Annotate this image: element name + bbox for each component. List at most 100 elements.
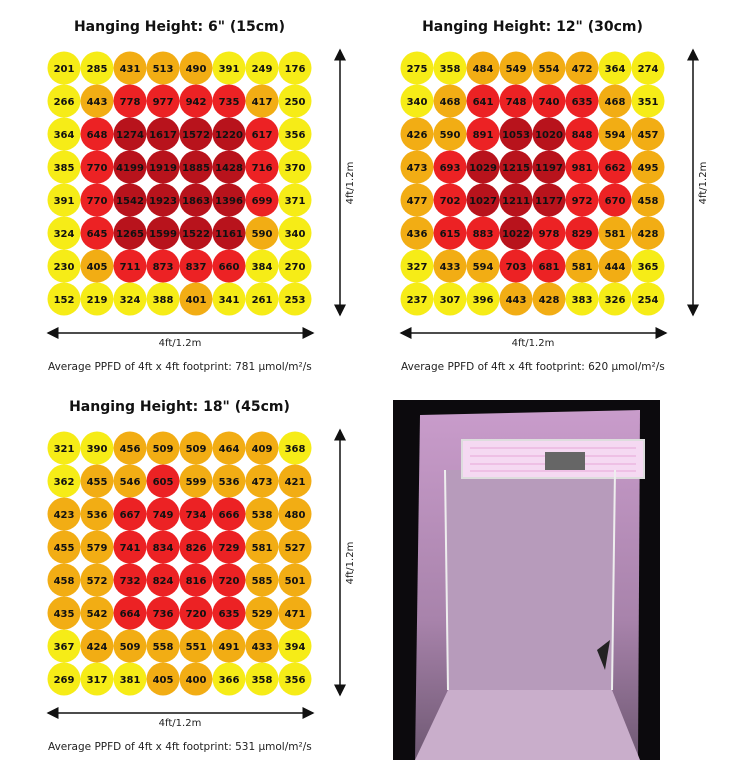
ppfd-cell (179, 117, 213, 151)
ppfd-cell (146, 216, 180, 250)
ppfd-value: 585 (252, 576, 273, 587)
ppfd-value: 421 (285, 477, 306, 488)
ppfd-value: 307 (440, 295, 461, 306)
ppfd-cell (146, 563, 180, 597)
ppfd-cell (278, 216, 312, 250)
ppfd-value: 391 (54, 196, 75, 207)
ppfd-cell (245, 183, 279, 217)
ppfd-cell (278, 497, 312, 531)
ppfd-cell (179, 497, 213, 531)
ppfd-value: 368 (285, 444, 306, 455)
ppfd-cell (179, 662, 213, 696)
ppfd-cell (631, 150, 665, 184)
ppfd-cell (400, 183, 434, 217)
ppfd-cell (47, 431, 81, 465)
ppfd-value: 549 (506, 64, 527, 75)
ppfd-cell (631, 84, 665, 118)
ppfd-cell (113, 497, 147, 531)
ppfd-cell (278, 464, 312, 498)
ppfd-value: 660 (219, 262, 240, 273)
ppfd-cell (179, 563, 213, 597)
ppfd-cell (212, 84, 246, 118)
ppfd-cell (47, 51, 81, 85)
ppfd-cell (598, 183, 632, 217)
ppfd-value: 388 (153, 295, 174, 306)
ppfd-value: 1572 (182, 130, 210, 141)
ppfd-value: 362 (54, 477, 75, 488)
ppfd-value: 1885 (182, 163, 210, 174)
ppfd-cell (212, 150, 246, 184)
ppfd-value: 542 (87, 609, 108, 620)
ppfd-value: 423 (54, 510, 75, 521)
ppfd-value: 748 (506, 97, 527, 108)
ppfd-value: 729 (219, 543, 240, 554)
ppfd-cell (47, 249, 81, 283)
ppfd-cell (146, 84, 180, 118)
ppfd-cell (47, 464, 81, 498)
ppfd-cell (80, 51, 114, 85)
ppfd-value: 390 (87, 444, 108, 455)
ppfd-cell (433, 183, 467, 217)
ppfd-value: 873 (153, 262, 174, 273)
ppfd-cell (47, 596, 81, 630)
ppfd-value: 977 (153, 97, 174, 108)
ppfd-value: 740 (539, 97, 560, 108)
ppfd-value: 703 (506, 262, 527, 273)
ppfd-value: 635 (572, 97, 593, 108)
ppfd-cell (212, 596, 246, 630)
ppfd-value: 456 (120, 444, 141, 455)
ppfd-cell (80, 629, 114, 663)
ppfd-cell (113, 431, 147, 465)
ppfd-value: 458 (638, 196, 659, 207)
ppfd-value: 351 (638, 97, 659, 108)
ppfd-cell (245, 282, 279, 316)
ppfd-value: 883 (473, 229, 494, 240)
ppfd-value: 364 (605, 64, 626, 75)
ppfd-value: 1220 (215, 130, 243, 141)
ppfd-cell (146, 51, 180, 85)
ppfd-cell (113, 464, 147, 498)
ppfd-value: 250 (285, 97, 306, 108)
ppfd-cell (146, 183, 180, 217)
ppfd-cell (245, 629, 279, 663)
ppfd-cell (598, 84, 632, 118)
grow-tent-photo (393, 400, 660, 760)
ppfd-cell (278, 249, 312, 283)
ppfd-cell (245, 662, 279, 696)
ppfd-cell (47, 563, 81, 597)
ppfd-cell (47, 662, 81, 696)
ppfd-cell (179, 530, 213, 564)
ppfd-value: 495 (638, 163, 659, 174)
ppfd-cell (80, 662, 114, 696)
ppfd-cell (113, 629, 147, 663)
ppfd-cell (80, 530, 114, 564)
ppfd-value: 477 (407, 196, 428, 207)
ppfd-value: 978 (539, 229, 560, 240)
ppfd-value: 4199 (116, 163, 144, 174)
ppfd-value: 594 (473, 262, 494, 273)
ppfd-cell (499, 216, 533, 250)
ppfd-value: 891 (473, 130, 494, 141)
ppfd-value: 581 (572, 262, 593, 273)
ppfd-value: 778 (120, 97, 141, 108)
ppfd-cell (245, 216, 279, 250)
ppfd-value: 464 (219, 444, 240, 455)
ppfd-value: 581 (252, 543, 273, 554)
ppfd-cell (245, 117, 279, 151)
ppfd-cell (598, 51, 632, 85)
ppfd-value: 340 (285, 229, 306, 240)
panel-title: Hanging Height: 12" (30cm) (422, 19, 643, 35)
ppfd-value: 324 (54, 229, 75, 240)
ppfd-cell (179, 431, 213, 465)
ppfd-cell (631, 282, 665, 316)
ppfd-value: 391 (219, 64, 240, 75)
ppfd-value: 1265 (116, 229, 144, 240)
ppfd-cell (598, 282, 632, 316)
ppfd-cell (400, 216, 434, 250)
ppfd-value: 274 (638, 64, 659, 75)
ppfd-value: 770 (87, 196, 108, 207)
ppfd-value: 972 (572, 196, 593, 207)
ppfd-cell (466, 249, 500, 283)
ppfd-cell (179, 150, 213, 184)
ppfd-value: 848 (572, 130, 593, 141)
